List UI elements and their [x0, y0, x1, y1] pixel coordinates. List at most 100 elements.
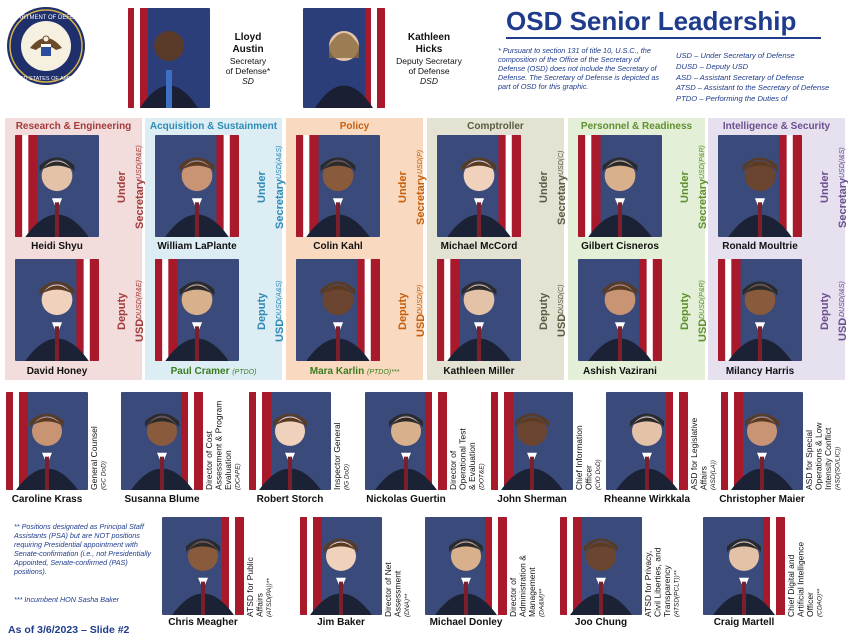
usd-photo	[437, 135, 521, 237]
dusd-title: Deputy USDDUSD(P)	[397, 284, 427, 338]
abbr-asd: ASD – Assistant Secretary of Defense	[676, 72, 805, 82]
psa-photo	[703, 517, 785, 615]
hicks-abbr: DSD	[420, 76, 438, 86]
psa-role: General Counsel (GC DoD)	[89, 394, 110, 490]
psa-name: Jim Baker	[317, 617, 365, 628]
psa-role-line: Officer	[583, 465, 594, 490]
dusd-photo	[296, 259, 380, 361]
austin-photo	[128, 8, 210, 108]
psa-photo	[425, 517, 507, 615]
usd-photo	[15, 135, 99, 237]
psa-role: Chief Information Officer (CIO DoD)	[574, 394, 605, 490]
psa-name: Chris Meagher	[168, 617, 238, 628]
usd-title: Under SecretaryUSD(A&S)	[256, 145, 286, 230]
psa-role-line: Transparency	[662, 565, 672, 617]
usd-photo	[578, 135, 662, 237]
psa-role-abbr: (ASD(SO/LIC))	[834, 446, 842, 490]
psa-name: Christopher Maier	[719, 494, 805, 505]
dusd-photo	[155, 259, 239, 361]
usd-name: Heidi Shyu	[31, 241, 83, 252]
usd-photo	[718, 135, 802, 237]
abbr-dusd: DUSD – Deputy USD	[676, 61, 749, 71]
psa-name: Robert Storch	[256, 494, 324, 505]
psa-name: John Sherman	[497, 494, 567, 505]
psa-role-abbr: (GC DoD)	[100, 461, 108, 490]
psa-role-line: Management	[527, 567, 537, 617]
psa-name: Caroline Krass	[11, 494, 83, 505]
abbr-usd: USD – Under Secretary of Defense	[676, 51, 795, 60]
column-header: Policy	[339, 121, 370, 132]
psa-photo	[162, 517, 244, 615]
psa-role-abbr: (DNA)**	[404, 593, 411, 617]
hicks-title-2: of Defense	[408, 66, 450, 76]
psa-role: ASD for Special Operations & Low Intensity…	[804, 394, 844, 490]
page-title: OSD Senior Leadership	[506, 6, 797, 36]
usd-photo	[296, 135, 380, 237]
dusd-title: Deputy USDDUSD(P&R)	[679, 279, 709, 343]
usd-title: Under SecretaryUSD(P)	[397, 150, 427, 225]
psa-name: Michael Donley	[429, 617, 503, 628]
usd-name: Ronald Moultrie	[722, 241, 798, 252]
psa-role: Inspector General (IG DoD)	[332, 394, 353, 490]
psa-role-abbr: (ATSD(PCLT))**	[673, 570, 681, 617]
psa-role-abbr: (DCAPE)	[234, 463, 242, 490]
dusd-title: Deputy USDDUSD(I&S)	[819, 281, 848, 341]
austin-title: Secretary	[229, 56, 267, 66]
psa-role: ATSD for Privacy, Civil Liberties, and Tra…	[643, 519, 683, 617]
psa-role-line: & Evaluation	[467, 442, 477, 490]
psa-photo	[560, 517, 642, 615]
psa-role: Director of Net Assessment (DNA)**	[383, 519, 414, 617]
psa-role-line: Assessment	[392, 570, 403, 617]
dusd-photo	[718, 259, 802, 361]
psa-photo	[300, 517, 382, 615]
usd-name: William LaPlante	[157, 241, 237, 252]
psa-photo	[721, 392, 803, 490]
incumbent-footnote: *** Incumbent HON Sasha Baker	[14, 595, 120, 604]
psa-role: ASD for Legislative Affairs (ASD(LA))	[689, 394, 720, 490]
usd-title: Under SecretaryUSD(I&S)	[819, 147, 848, 228]
psa-name: Joo Chung	[574, 617, 628, 628]
column-header: Personnel & Readiness	[580, 121, 693, 132]
psa-photo	[606, 392, 688, 490]
psa-name: Rheanne Wirkkala	[603, 494, 691, 505]
psa-footnote: ** Positions designated as Principal Sta…	[14, 522, 152, 576]
dusd-name: David Honey	[26, 366, 88, 377]
sd-footnote: * Pursuant to section 131 of title 10, U…	[498, 46, 660, 91]
psa-role-abbr: (ASD(LA))	[710, 460, 717, 490]
hicks-name: Kathleen	[407, 32, 451, 43]
dusd-name: Kathleen Miller	[443, 366, 515, 377]
psa-role-abbr: (DA&M)**	[538, 588, 546, 617]
psa-name: Nickolas Guertin	[366, 494, 446, 505]
dusd-name: Mara Karlin (PTDO)***	[309, 366, 400, 377]
hicks-name-2: Hicks	[415, 44, 443, 55]
psa-role-abbr: (CIO DoD)	[595, 459, 602, 490]
psa-role-abbr: (CDAO)**	[816, 588, 824, 617]
psa-role-abbr: (IG DoD)	[343, 464, 351, 490]
psa-role: Director of Administration & Management (DA…	[508, 519, 548, 617]
psa-role-line: Affairs	[698, 466, 709, 490]
psa-photo	[121, 392, 203, 490]
usd-title: Under SecretaryUSD(R&E)	[116, 145, 146, 230]
hicks-title: Deputy Secretary	[396, 56, 462, 66]
psa-role: Chief Digital and Artificial Intelligence…	[786, 519, 826, 617]
psa-role-abbr: (DOT&E)	[478, 463, 486, 490]
psa-photo	[6, 392, 88, 490]
usd-name: Michael McCord	[440, 241, 518, 252]
dod-seal-icon: DEPARTMENT OF DEFENSE UNITED STATES OF A…	[6, 7, 86, 85]
usd-title: Under SecretaryUSD(P&R)	[679, 145, 709, 230]
psa-photo	[491, 392, 573, 490]
psa-role-line: Officer	[805, 592, 815, 617]
svg-text:UNITED STATES OF AMERICA: UNITED STATES OF AMERICA	[7, 76, 85, 82]
austin-name-2: Austin	[232, 44, 264, 55]
psa-role-line: General Counsel	[89, 426, 99, 490]
psa-photo	[249, 392, 331, 490]
column-header: Intelligence & Security	[722, 121, 831, 132]
psa-role-line: Inspector General	[332, 422, 342, 490]
psa-role: ATSD for Public Affairs (ATSD(PA))**	[245, 519, 276, 617]
abbreviation-legend: USD – Under Secretary of Defense DUSD – …	[676, 51, 829, 105]
column-header: Comptroller	[467, 121, 524, 132]
usd-title: Under SecretaryUSD(C)	[538, 150, 568, 225]
dusd-title: Deputy USDDUSD(A&S)	[256, 280, 286, 342]
psa-photo	[365, 392, 447, 490]
